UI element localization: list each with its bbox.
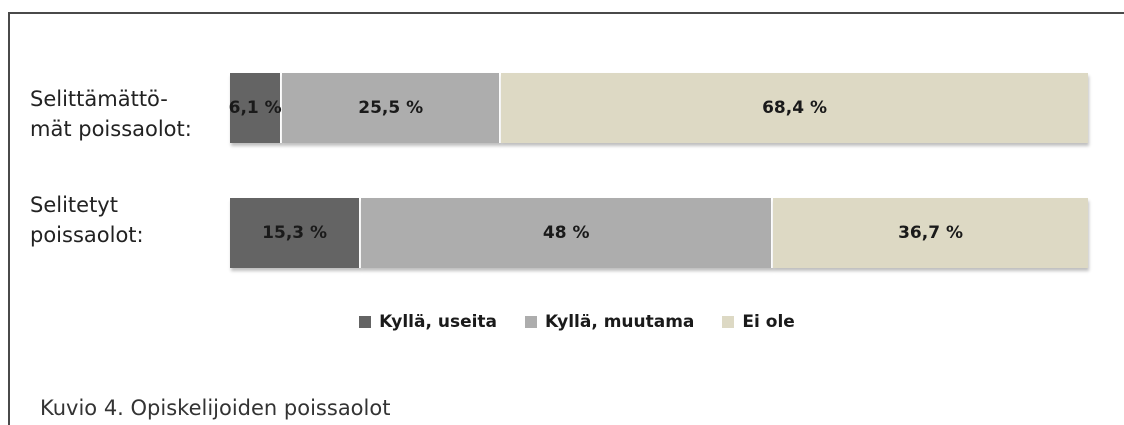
category-label: Selittämättö- mät poissaolot: xyxy=(30,87,192,141)
data-label: 48 % xyxy=(542,223,590,243)
bar-segment: 6,1 % xyxy=(228,73,283,143)
bar-segment: 25,5 % xyxy=(282,73,502,143)
legend-label: Kyllä, useita xyxy=(379,312,498,332)
legend-swatch xyxy=(525,316,538,328)
bar-row: 15,3 % 48 % 36,7 % xyxy=(230,198,1088,268)
bar-row: 6,1 % 25,5 % 68,4 % xyxy=(228,73,1088,143)
figure-caption: Kuvio 4. Opiskelijoiden poissaolot xyxy=(40,396,391,420)
legend-label: Ei ole xyxy=(742,312,795,332)
bar-segment: 68,4 % xyxy=(501,73,1088,143)
bar-segment: 15,3 % xyxy=(230,198,362,268)
legend-item: Ei ole xyxy=(722,312,795,332)
legend-item: Kyllä, useita xyxy=(359,312,497,332)
data-label: 25,5 % xyxy=(358,98,424,118)
legend-label: Kyllä, muutama xyxy=(545,312,695,332)
legend-item: Kyllä, muutama xyxy=(525,312,694,332)
data-label: 36,7 % xyxy=(898,223,963,243)
bar-segment: 36,7 % xyxy=(773,198,1088,268)
data-label: 15,3 % xyxy=(262,223,328,243)
legend: Kyllä, useita Kyllä, muutama Ei ole xyxy=(0,312,1124,332)
data-label: 6,1 % xyxy=(228,98,282,118)
category-label: Selitetyt poissaolot: xyxy=(30,193,144,247)
frame-left-border xyxy=(8,12,10,425)
legend-swatch xyxy=(359,316,372,328)
bar-segment: 48 % xyxy=(361,198,774,268)
frame-top-border xyxy=(8,12,1124,14)
data-label: 68,4 % xyxy=(762,98,827,118)
legend-swatch xyxy=(722,316,735,328)
